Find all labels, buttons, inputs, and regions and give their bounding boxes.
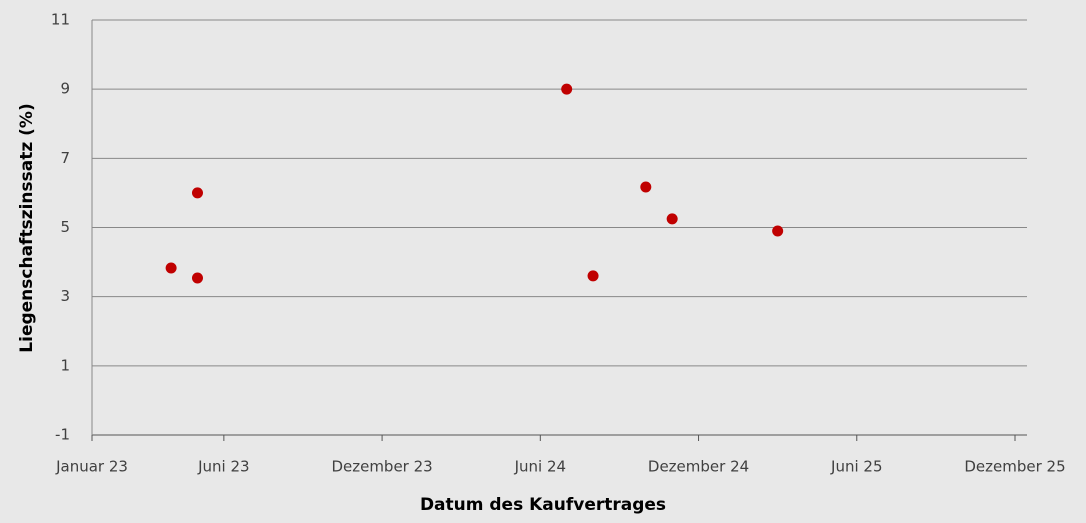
x-tick-label: Dezember 24 — [648, 458, 749, 476]
point — [587, 270, 599, 282]
point — [666, 213, 678, 225]
point — [772, 225, 784, 237]
y-tick-label: 9 — [60, 80, 70, 98]
x-tick-label: Januar 23 — [55, 458, 128, 476]
point — [191, 187, 203, 199]
y-tick-label: 7 — [60, 149, 70, 167]
point — [191, 272, 203, 284]
x-tick-label: Juni 25 — [830, 458, 882, 476]
x-tick-label: Juni 24 — [514, 458, 566, 476]
y-tick-label: 1 — [60, 356, 70, 374]
x-axis-title: Datum des Kaufvertrages — [420, 495, 666, 515]
x-tick-label: Dezember 23 — [331, 458, 432, 476]
point — [561, 83, 573, 95]
point — [165, 262, 177, 274]
y-tick-label: 5 — [60, 218, 70, 236]
y-tick-label: 11 — [51, 11, 70, 29]
y-axis-title: Liegenschaftszinssatz (%) — [17, 103, 37, 352]
point — [640, 181, 652, 193]
x-tick-label: Dezember 25 — [964, 458, 1065, 476]
y-tick-label: 3 — [60, 287, 70, 305]
x-tick-label: Juni 23 — [197, 458, 249, 476]
y-tick-label: -1 — [55, 426, 70, 444]
